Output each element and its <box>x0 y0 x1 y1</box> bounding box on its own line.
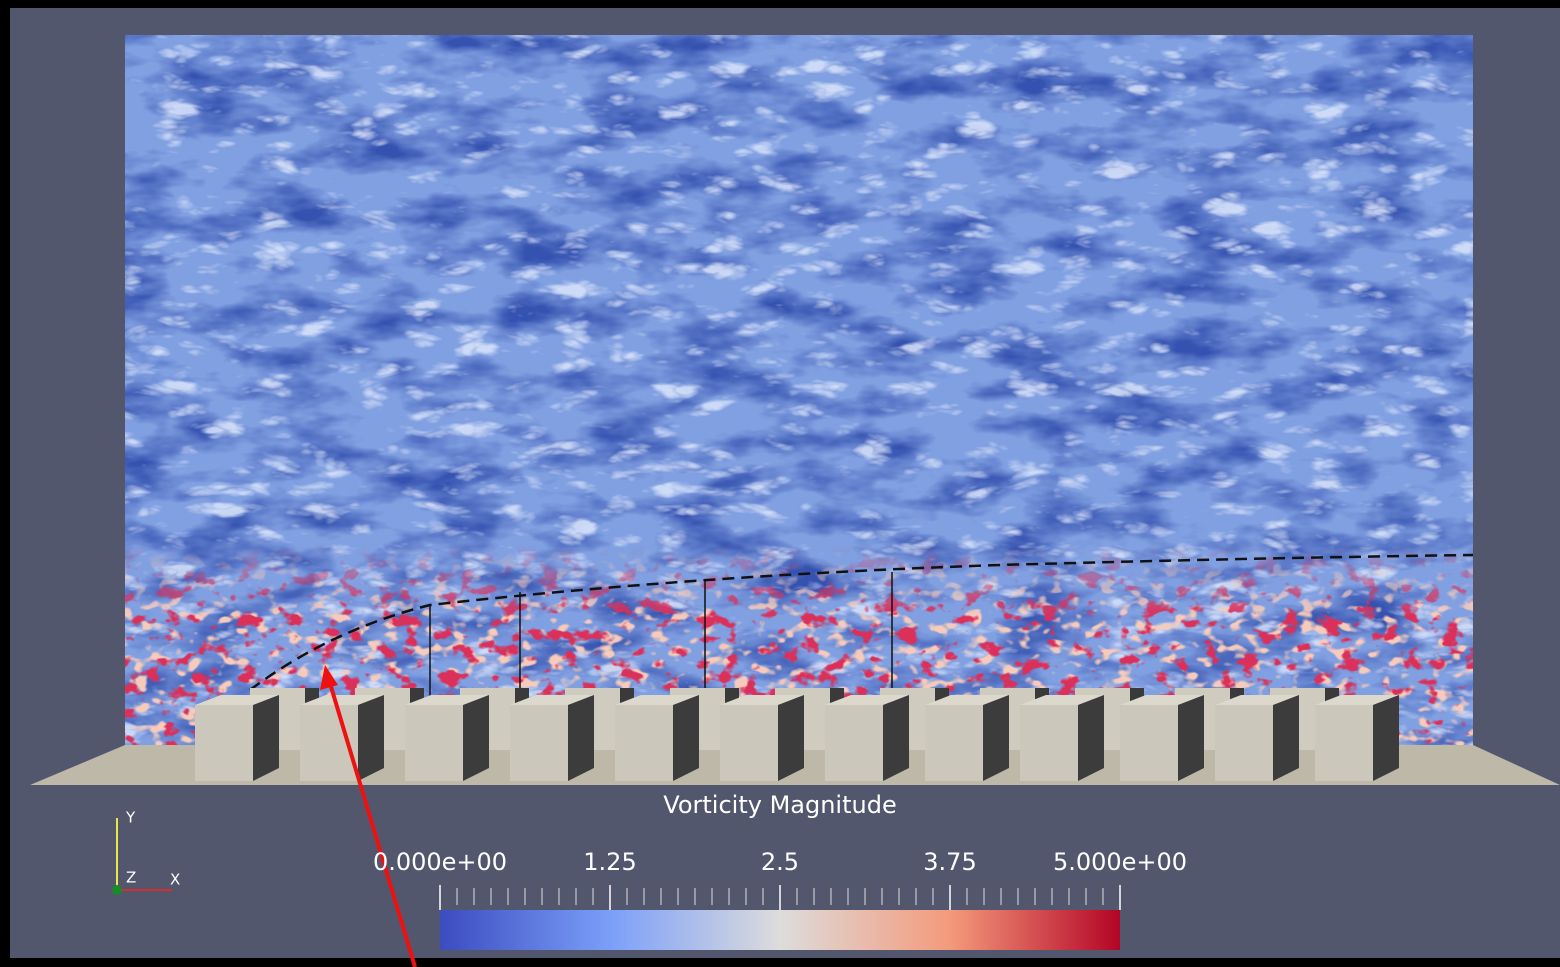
block-front <box>925 705 983 781</box>
block-front <box>1215 705 1273 781</box>
colorbar-tick-label: 2.5 <box>761 848 799 876</box>
block-front <box>195 705 253 781</box>
block-side <box>1078 695 1104 781</box>
vorticity-slice <box>125 35 1473 745</box>
block-side <box>463 695 489 781</box>
colorbar <box>440 910 1120 950</box>
axis-y-label: Y <box>125 809 136 827</box>
colorbar-title: Vorticity Magnitude <box>663 791 896 819</box>
block-side <box>673 695 699 781</box>
building-blocks <box>195 688 1399 781</box>
block-side <box>1273 695 1299 781</box>
block-front <box>1020 705 1078 781</box>
block-side <box>1178 695 1204 781</box>
block-front <box>825 705 883 781</box>
paraview-render-view: Vorticity Magnitude Y Z X 0.000e+00 1.25 2… <box>0 0 1560 967</box>
block-front <box>405 705 463 781</box>
block-front <box>1315 705 1373 781</box>
block-side <box>253 695 279 781</box>
block-front <box>1120 705 1178 781</box>
axis-z-label: Z <box>126 869 136 887</box>
block-side <box>983 695 1009 781</box>
axis-x-label: X <box>170 871 180 889</box>
block-front <box>720 705 778 781</box>
block-side <box>568 695 594 781</box>
colorbar-tick-label: 0.000e+00 <box>373 848 507 876</box>
block-side <box>1373 695 1399 781</box>
colorbar-tick-label: 3.75 <box>923 848 976 876</box>
block-side <box>778 695 804 781</box>
block-side <box>883 695 909 781</box>
block-front <box>615 705 673 781</box>
block-side <box>358 695 384 781</box>
block-front <box>510 705 568 781</box>
colorbar-tick-label: 5.000e+00 <box>1053 848 1187 876</box>
colorbar-tick-label: 1.25 <box>583 848 636 876</box>
